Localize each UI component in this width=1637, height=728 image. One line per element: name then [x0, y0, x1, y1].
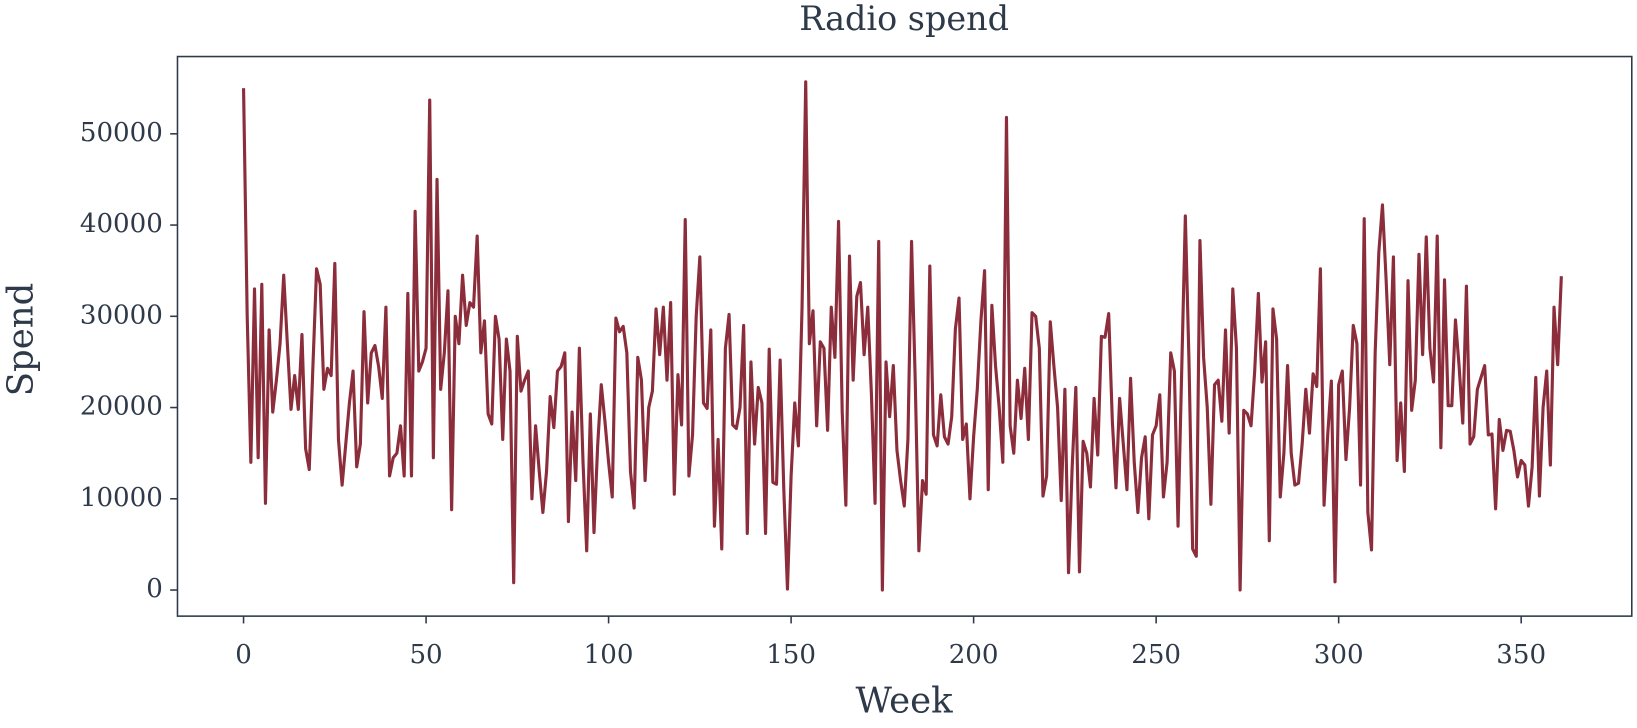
x-tick-label: 200 — [949, 640, 999, 670]
y-tick-label: 40000 — [80, 209, 163, 239]
x-tick-label: 250 — [1131, 640, 1181, 670]
y-axis-label: Spend — [0, 283, 41, 397]
x-tick-label: 350 — [1496, 640, 1546, 670]
x-tick-label: 50 — [409, 640, 442, 670]
y-tick-label: 10000 — [80, 483, 163, 513]
y-tick-label: 30000 — [80, 300, 163, 330]
y-tick-label: 20000 — [80, 392, 163, 422]
y-tick-label: 0 — [146, 574, 163, 604]
plot-frame — [176, 55, 1633, 617]
x-axis-label: Week — [856, 680, 954, 721]
x-tick-label: 0 — [235, 640, 252, 670]
x-tick-label: 300 — [1314, 640, 1364, 670]
data-line — [241, 80, 1563, 592]
x-tick-label: 150 — [766, 640, 816, 670]
chart-title: Radio spend — [799, 0, 1009, 38]
y-tick-label: 50000 — [80, 118, 163, 148]
x-tick-label: 100 — [584, 640, 634, 670]
